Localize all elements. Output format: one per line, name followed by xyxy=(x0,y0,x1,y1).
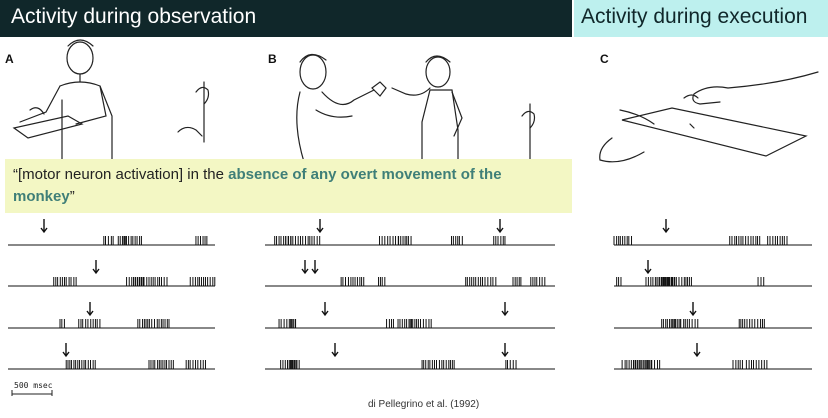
panel-c-letter: C xyxy=(600,52,609,66)
observation-title-banner: Activity during observation xyxy=(0,0,572,37)
panel-a-illustration xyxy=(12,39,210,162)
observation-title: Activity during observation xyxy=(11,5,257,28)
execution-title: Activity during execution xyxy=(581,5,808,28)
event-arrow xyxy=(501,302,509,317)
event-arrow xyxy=(496,219,504,234)
panel-a-letter: A xyxy=(5,52,14,66)
event-arrow xyxy=(693,343,701,358)
panel-b-letter: B xyxy=(268,52,277,66)
event-arrow xyxy=(662,219,670,234)
event-arrow xyxy=(689,302,697,317)
event-arrow xyxy=(40,219,48,234)
event-arrow xyxy=(321,302,329,317)
panel-c-illustration xyxy=(599,71,819,163)
event-arrow xyxy=(62,343,70,358)
event-arrow xyxy=(92,260,100,275)
scale-label: 500 msec xyxy=(14,381,53,390)
quote-box: “[motor neuron activation] in the absenc… xyxy=(5,159,572,213)
event-arrow xyxy=(311,260,319,275)
event-arrow xyxy=(86,302,94,317)
event-arrow xyxy=(644,260,652,275)
raster-plots xyxy=(8,219,812,370)
quote-highlight: absence of any overt movement of the mon… xyxy=(13,166,502,205)
panel-b-illustration xyxy=(296,53,536,163)
citation: di Pellegrino et al. (1992) xyxy=(368,399,480,410)
quote-plain: [motor neuron activation] in the xyxy=(18,166,229,183)
event-arrow xyxy=(501,343,509,358)
event-arrow xyxy=(301,260,309,275)
execution-title-banner: Activity during execution xyxy=(574,0,828,37)
event-arrow xyxy=(316,219,324,234)
scale-bar xyxy=(11,390,53,396)
event-arrow xyxy=(331,343,339,358)
quote-text: “[motor neuron activation] in the absenc… xyxy=(13,166,502,205)
